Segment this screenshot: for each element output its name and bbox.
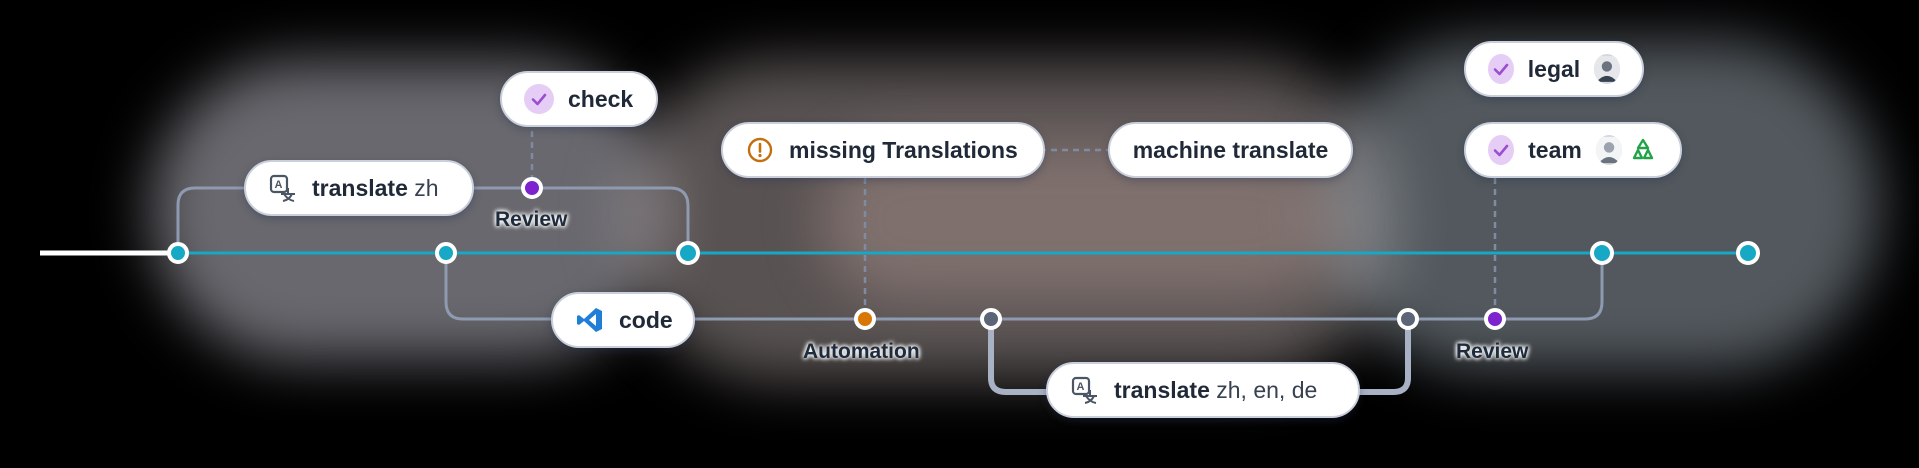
check-circle-icon: [524, 84, 554, 114]
branch-dot-1: [980, 308, 1002, 330]
translate-args: zh, en, de: [1216, 376, 1318, 403]
branch-dot-2: [1397, 308, 1419, 330]
main-dot-1: [167, 242, 189, 264]
code-node[interactable]: code: [551, 292, 695, 348]
warning-circle-icon: [745, 135, 775, 165]
recycle-icon: [1628, 135, 1658, 165]
machine-translate-label: machine translate: [1132, 136, 1329, 163]
code-label: code: [619, 306, 673, 333]
machine-translate-node[interactable]: machine translate: [1108, 122, 1353, 178]
main-dot-3: [676, 241, 700, 265]
missing-translations-label: missing Translations: [789, 136, 1018, 163]
automation-label: Automation: [803, 340, 920, 363]
avatar-icon: [1594, 54, 1620, 84]
svg-text:A: A: [1077, 381, 1085, 393]
legal-node[interactable]: legal: [1464, 41, 1644, 97]
main-dot-5: [1736, 241, 1760, 265]
translate-command: translate: [312, 174, 408, 201]
team-node[interactable]: team: [1464, 122, 1682, 178]
team-label: team: [1528, 136, 1582, 163]
main-dot-4: [1590, 241, 1614, 265]
branch-lower-right: [1406, 253, 1604, 321]
legal-label: legal: [1527, 55, 1581, 82]
translate-zh-node[interactable]: A translate zh: [244, 160, 474, 216]
avatar-icon: [1595, 135, 1622, 165]
review-label-1: Review: [495, 208, 568, 231]
translate-command: translate: [1114, 376, 1210, 403]
review-label-2: Review: [1456, 340, 1529, 363]
automation-dot: [854, 308, 876, 330]
main-dot-2: [435, 242, 457, 264]
translate-multi-node[interactable]: A translate zh, en, de: [1046, 362, 1360, 418]
review-dot-1: [521, 177, 543, 199]
background-glow-middle: [620, 60, 1400, 380]
translate-args: zh: [414, 174, 439, 201]
missing-translations-node[interactable]: missing Translations: [721, 122, 1045, 178]
svg-text:A: A: [275, 179, 283, 191]
branch-lower-left: [444, 253, 1406, 321]
check-label: check: [568, 85, 634, 112]
check-node[interactable]: check: [500, 71, 658, 127]
translate-icon: A: [268, 173, 298, 203]
vscode-icon: [575, 305, 605, 335]
check-circle-icon: [1488, 54, 1514, 84]
check-circle-icon: [1488, 135, 1515, 165]
translate-icon: A: [1070, 375, 1100, 405]
review-dot-2: [1484, 308, 1506, 330]
